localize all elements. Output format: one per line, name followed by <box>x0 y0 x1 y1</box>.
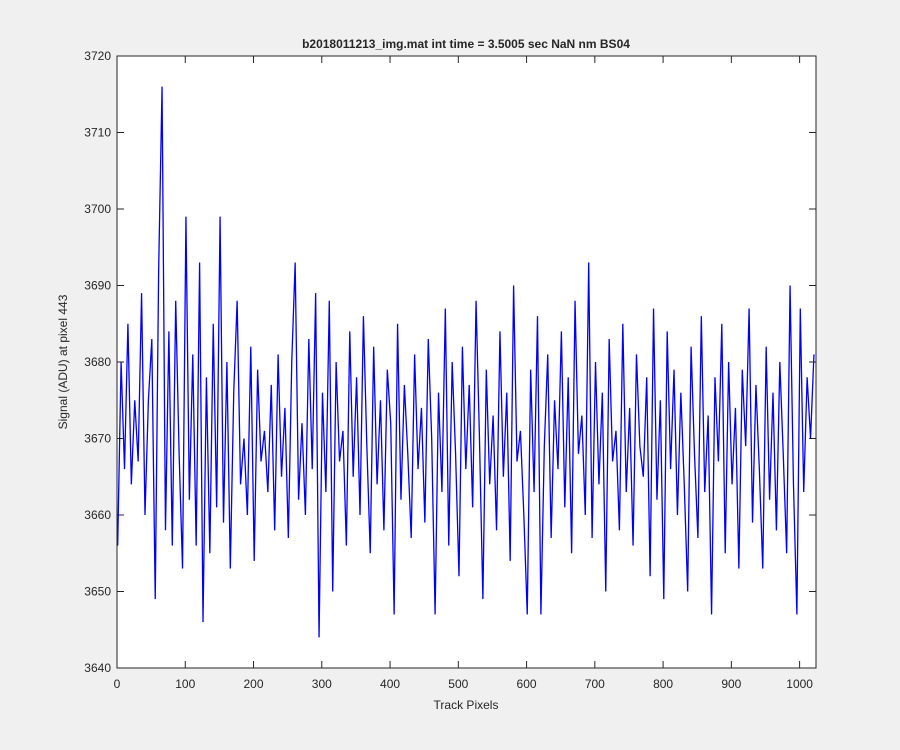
x-tick-label: 100 <box>175 677 195 691</box>
y-tick-label: 3710 <box>84 126 111 140</box>
x-tick-label: 300 <box>312 677 332 691</box>
data-line <box>117 86 815 638</box>
y-tick-label: 3720 <box>84 49 111 63</box>
plot-area <box>117 56 816 668</box>
y-tick-label: 3650 <box>84 585 111 599</box>
y-tick-label: 3660 <box>84 508 111 522</box>
y-tick-label: 3640 <box>84 661 111 675</box>
x-tick-label: 600 <box>517 677 537 691</box>
x-tick-label: 700 <box>585 677 605 691</box>
y-tick-label: 3700 <box>84 202 111 216</box>
y-axis-label: Signal (ADU) at pixel 443 <box>56 294 70 429</box>
x-tick-label: 200 <box>244 677 264 691</box>
chart-title: b2018011213_img.mat int time = 3.5005 se… <box>302 37 630 51</box>
y-tick-label: 3690 <box>84 279 111 293</box>
x-tick-label: 400 <box>380 677 400 691</box>
x-tick-label: 500 <box>448 677 468 691</box>
y-tick-label: 3680 <box>84 355 111 369</box>
axes-box <box>116 55 817 669</box>
x-tick-label: 800 <box>653 677 673 691</box>
x-axis-label: Track Pixels <box>434 698 499 712</box>
y-tick-label: 3670 <box>84 432 111 446</box>
x-tick-label: 1000 <box>786 677 813 691</box>
x-tick-label: 900 <box>721 677 741 691</box>
x-tick-label: 0 <box>114 677 121 691</box>
